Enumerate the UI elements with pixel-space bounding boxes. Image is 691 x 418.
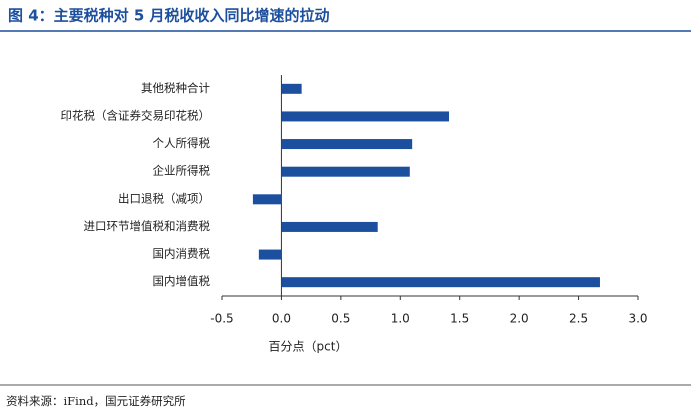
y-tick-label: 企业所得税 (153, 164, 211, 178)
chart-title: 图 4：主要税种对 5 月税收收入同比增速的拉动 (8, 7, 330, 25)
bar (252, 194, 282, 205)
y-tick-label: 出口退税（减项） (118, 191, 210, 205)
x-tick-label: 0.0 (272, 312, 291, 326)
x-tick-label: 3.0 (628, 312, 647, 326)
bar (281, 139, 413, 150)
x-tick-label: 2.0 (510, 312, 529, 326)
bar (281, 277, 600, 288)
y-tick-label: 其他税种合计 (141, 81, 210, 95)
x-axis-label: 百分点（pct） (269, 340, 348, 354)
bar (281, 221, 378, 232)
bar (281, 111, 450, 122)
x-tick-label: 0.5 (331, 312, 350, 326)
bar (281, 166, 410, 177)
source: 资料来源：iFind，国元证券研究所 (6, 394, 186, 408)
bar (258, 249, 282, 260)
y-tick-label: 国内增值税 (153, 274, 211, 288)
x-tick-label: 2.5 (569, 312, 588, 326)
y-tick-label: 个人所得税 (153, 136, 211, 150)
y-tick-label: 国内消费税 (153, 247, 211, 261)
x-tick-label: -0.5 (210, 312, 233, 326)
x-tick-label: 1.0 (391, 312, 410, 326)
x-tick-label: 1.5 (450, 312, 469, 326)
y-tick-label: 进口环节增值税和消费税 (84, 219, 211, 233)
y-tick-label: 印花税（含证券交易印花税） (61, 108, 211, 122)
bar (281, 83, 302, 94)
